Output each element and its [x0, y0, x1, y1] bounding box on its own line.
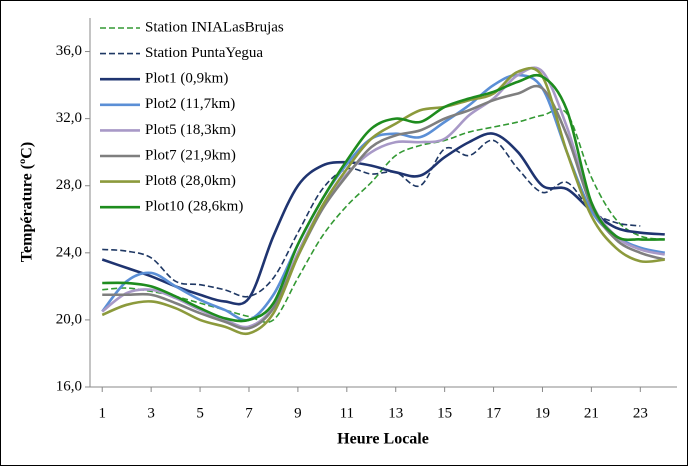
series-line	[101, 132, 665, 306]
legend-label: Plot8 (28,0km)	[145, 173, 236, 189]
series-line	[101, 66, 666, 329]
x-tick-label: 19	[535, 405, 550, 421]
legend-label: Station INIALasBrujas	[145, 19, 284, 35]
x-tick-label: 1	[98, 405, 106, 421]
series-line	[101, 66, 665, 336]
x-axis-title: Heure Locale	[337, 431, 429, 448]
x-tick-label: 11	[340, 405, 354, 421]
x-tick-label: 23	[633, 405, 648, 421]
series-line	[102, 84, 666, 331]
legend-label: Plot1 (0,9km)	[145, 71, 228, 87]
x-tick-label: 15	[437, 405, 452, 421]
y-axis-title: Température (ºC)	[19, 142, 36, 262]
x-tick-label: 9	[294, 405, 302, 421]
legend-label: Plot5 (18,3km)	[145, 122, 236, 138]
y-tick-label: 32,0	[56, 110, 82, 126]
legend-label: Station PuntaYegua	[145, 45, 263, 61]
legend-label: Plot7 (21,9km)	[145, 147, 236, 163]
x-tick-label: 3	[147, 405, 155, 421]
x-tick-label: 5	[196, 405, 204, 421]
x-tick-label: 13	[388, 405, 403, 421]
series-line	[102, 139, 641, 298]
x-tick-label: 7	[245, 405, 253, 421]
x-tick-label: 21	[584, 405, 599, 421]
x-tick-label: 17	[486, 405, 502, 421]
y-tick-label: 20,0	[56, 311, 82, 327]
series-line	[102, 73, 665, 323]
legend-label: Plot2 (11,7km)	[145, 96, 235, 112]
y-tick-label: 24,0	[56, 244, 82, 260]
y-tick-label: 16,0	[56, 378, 82, 394]
legend-label: Plot10 (28,6km)	[145, 199, 243, 215]
y-tick-label: 36,0	[56, 43, 82, 59]
y-tick-label: 28,0	[56, 177, 82, 193]
